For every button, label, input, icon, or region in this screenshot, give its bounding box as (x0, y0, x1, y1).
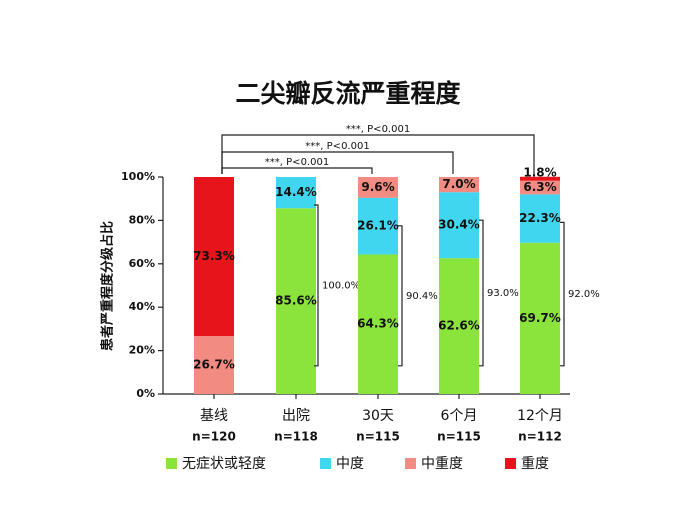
value-label: 64.3% (357, 317, 399, 331)
value-label: 6.3% (523, 180, 556, 194)
y-tick-label: 20% (129, 344, 155, 357)
bar-segment (276, 177, 316, 209)
bar-segment (276, 208, 316, 394)
value-label: 26.1% (357, 219, 399, 233)
chart-title: 二尖瓣反流严重程度 (235, 79, 460, 108)
legend-label: 无症状或轻度 (182, 456, 266, 472)
significance-bracket (221, 151, 454, 174)
legend-label: 中度 (336, 456, 364, 472)
n-label: n=120 (192, 430, 236, 444)
x-tick-label: 出院 (282, 408, 310, 424)
value-label: 30.4% (438, 218, 480, 232)
x-tick-label: 30天 (362, 408, 394, 424)
value-label: 85.6% (275, 294, 317, 308)
significance-bracket (221, 167, 373, 174)
value-label: 1.8% (523, 165, 556, 179)
bracket (560, 221, 565, 367)
legend-swatch (320, 458, 331, 469)
value-label: 62.6% (438, 319, 480, 333)
bar-segment (194, 177, 234, 337)
value-label: 26.7% (193, 358, 235, 372)
y-tick-label: 40% (129, 300, 155, 313)
y-tick-label: 100% (121, 170, 155, 183)
y-tick-label: 60% (129, 257, 155, 270)
significance-label: ***, P<0.001 (305, 141, 369, 152)
bracket-label: 92.0% (568, 289, 600, 300)
bar-segment (358, 254, 398, 394)
bracket-label: 90.4% (406, 291, 438, 302)
n-label: n=118 (274, 430, 318, 444)
bar-segment (520, 194, 560, 243)
significance-label: ***, P<0.001 (346, 124, 410, 135)
bracket (479, 219, 484, 367)
y-tick-label: 0% (136, 387, 155, 400)
bracket-label: 100.0% (322, 280, 360, 291)
legend-label: 中重度 (421, 456, 463, 472)
value-label: 73.3% (193, 249, 235, 263)
n-label: n=112 (518, 430, 562, 444)
x-tick-label: 6个月 (441, 408, 478, 424)
value-label: 22.3% (519, 211, 561, 225)
value-label: 9.6% (361, 180, 394, 194)
bracket (314, 204, 319, 367)
legend-swatch (166, 458, 177, 469)
y-axis-label: 患者严重程度分级占比 (100, 221, 116, 351)
bracket (398, 225, 403, 367)
bar-segment (358, 177, 398, 198)
bar-segment (439, 258, 479, 394)
value-label: 69.7% (519, 311, 561, 325)
bar-segment (520, 176, 560, 181)
value-label: 7.0% (442, 177, 475, 191)
significance-label: ***, P<0.001 (265, 157, 329, 168)
n-label: n=115 (437, 430, 481, 444)
legend-label: 重度 (521, 456, 549, 472)
bar-segment (358, 197, 398, 255)
value-label: 14.4% (275, 185, 317, 199)
bar-segment (520, 242, 560, 394)
bar-segment (520, 180, 560, 195)
legend-swatch (505, 458, 516, 469)
x-tick-label: 12个月 (517, 408, 563, 424)
x-tick-label: 基线 (200, 407, 228, 424)
bracket-label: 93.0% (487, 288, 519, 299)
n-label: n=115 (356, 430, 400, 444)
y-tick-label: 80% (129, 213, 155, 226)
bar-segment (439, 177, 479, 193)
bar-segment (439, 192, 479, 259)
legend-swatch (405, 458, 416, 469)
bar-segment (194, 336, 234, 394)
